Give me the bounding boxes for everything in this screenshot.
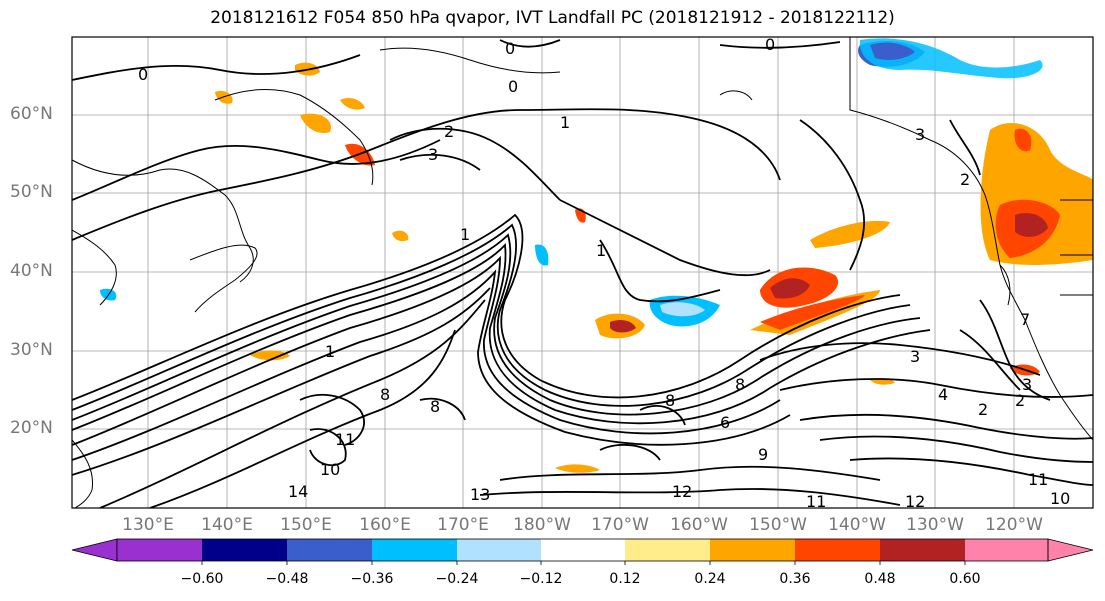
- colorbar-seg: [710, 539, 795, 561]
- contour-label: 2: [444, 122, 454, 141]
- colorbar-seg: [287, 539, 372, 561]
- lon-label: 120°W: [985, 515, 1043, 535]
- graticule: [72, 37, 1093, 508]
- contour-label: 10: [320, 460, 340, 479]
- map-frame: [72, 37, 1093, 508]
- lon-label: 150°W: [749, 515, 807, 535]
- lon-label: 160°W: [670, 515, 728, 535]
- colorbar-seg: [117, 539, 202, 561]
- contour-label: 8: [380, 385, 390, 404]
- lon-label: 160°E: [359, 515, 411, 535]
- contour-label: 2: [960, 170, 970, 189]
- contour-label: 4: [938, 385, 948, 404]
- lon-label: 170°E: [437, 515, 489, 535]
- contour-label: 1: [325, 342, 335, 361]
- lon-label: 150°E: [280, 515, 332, 535]
- lon-label: 170°W: [591, 515, 649, 535]
- contour-label: 3: [428, 145, 438, 164]
- colorbar-tick-label: 0.12: [609, 571, 641, 587]
- colorbar-seg: [202, 539, 287, 561]
- contour-lines: [72, 39, 1093, 508]
- contour-label: 12: [672, 482, 692, 501]
- colorbar-tick-label: −0.48: [265, 571, 309, 587]
- lon-label: 130°W: [906, 515, 964, 535]
- contour-label: 8: [735, 375, 745, 394]
- colorbar-tickmarks: [201, 561, 966, 565]
- colorbar-extend-high: [1047, 538, 1094, 562]
- colorbar-seg: [541, 539, 625, 561]
- colorbar-seg: [457, 539, 541, 561]
- lat-label: 40°N: [10, 261, 53, 281]
- contour-label: 9: [758, 445, 768, 464]
- colorbar-seg: [965, 539, 1048, 561]
- contour-label: 10: [1050, 489, 1070, 508]
- contour-label: 8: [430, 397, 440, 416]
- contour-label: 2: [978, 400, 988, 419]
- colorbar-outline: [116, 538, 1049, 562]
- contour-label: 0: [508, 77, 518, 96]
- contour-label: 14: [288, 482, 308, 501]
- contour-label: 8: [665, 391, 675, 410]
- contour-label: 13: [470, 485, 490, 504]
- lat-label: 60°N: [10, 104, 53, 124]
- contour-label: 11: [1028, 470, 1048, 489]
- contour-label: 7: [1020, 310, 1030, 329]
- colorbar-tick-label: −0.12: [519, 571, 563, 587]
- contour-label: 2: [1015, 391, 1025, 410]
- contour-label: 11: [335, 430, 355, 449]
- lat-label: 50°N: [10, 182, 53, 202]
- contour-label: 1: [460, 225, 470, 244]
- colorbar-tick-label: −0.24: [435, 571, 479, 587]
- contour-label: 11: [806, 492, 826, 511]
- colorbar-tick-label: −0.36: [350, 571, 394, 587]
- colorbar-seg: [880, 539, 965, 561]
- contour-label: 3: [1022, 375, 1032, 394]
- contour-label-group: 0 0 0 0 1 1 2 3 1 1 2 3 4 2 2 3 3 8 8 8 …: [138, 35, 1070, 511]
- lat-label: 30°N: [10, 340, 53, 360]
- contour-label: 0: [765, 35, 775, 54]
- coastlines: [72, 37, 1093, 508]
- contour-label: 1: [560, 113, 570, 132]
- contour-label: 0: [138, 65, 148, 84]
- contour-label: 1: [596, 241, 606, 260]
- lon-label: 180°W: [513, 515, 571, 535]
- colorbar-tick-label: −0.60: [180, 571, 224, 587]
- colorbar-seg: [372, 539, 457, 561]
- colorbar-tick-label: 0.36: [779, 571, 811, 587]
- contour-label: 3: [915, 125, 925, 144]
- colorbar-extend-low: [71, 538, 118, 562]
- contour-label: 0: [505, 39, 515, 58]
- colorbar-seg: [795, 539, 880, 561]
- shaded-anomalies: [100, 38, 1093, 473]
- map-border: [71, 36, 1094, 509]
- colorbar-tick-label: 0.60: [949, 571, 981, 587]
- lon-label: 140°E: [201, 515, 253, 535]
- colorbar: [71, 538, 1094, 565]
- contour-label: 12: [905, 492, 925, 511]
- lon-label: 130°E: [122, 515, 174, 535]
- lat-label: 20°N: [10, 418, 53, 438]
- colorbar-seg: [625, 539, 710, 561]
- contour-label: 3: [910, 347, 920, 366]
- colorbar-tick-label: 0.24: [694, 571, 726, 587]
- lon-label: 140°W: [828, 515, 886, 535]
- colorbar-tick-label: 0.48: [864, 571, 896, 587]
- contour-label: 6: [720, 413, 730, 432]
- map-title: 2018121612 F054 850 hPa qvapor, IVT Land…: [210, 8, 895, 28]
- borders: [1060, 199, 1093, 296]
